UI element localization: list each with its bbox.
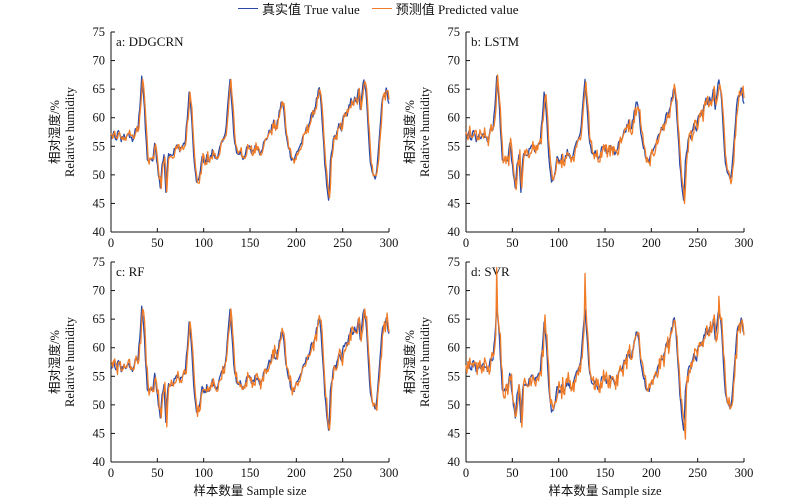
y-axis-label-cn: 相对湿度/% [402, 330, 417, 394]
y-tick-label: 75 [448, 25, 461, 39]
series-line-true [465, 305, 745, 431]
panel-title: a: DDGCRN [116, 34, 184, 49]
x-tick-label: 100 [194, 236, 213, 250]
y-tick-label: 70 [93, 54, 106, 68]
panel-title: d: SVR [471, 264, 510, 279]
y-tick-label: 65 [93, 82, 106, 96]
x-tick-label: 0 [463, 466, 469, 480]
y-tick-label: 60 [93, 111, 106, 125]
x-tick-label: 300 [380, 236, 399, 250]
x-tick-label: 250 [333, 466, 352, 480]
y-axis-label-en: Relative humidity [63, 86, 77, 177]
y-axis-label-cn: 相对湿度/% [402, 100, 417, 164]
y-tick-label: 40 [448, 455, 461, 469]
x-tick-label: 0 [108, 466, 114, 480]
x-tick-label: 150 [241, 236, 260, 250]
legend-item-true: 真实值 True value [238, 0, 360, 18]
y-axis-label-en: Relative humidity [418, 86, 432, 177]
legend-item-predicted: 预测值 Predicted value [371, 0, 519, 18]
x-tick-label: 100 [194, 466, 213, 480]
y-tick-label: 45 [93, 196, 106, 210]
y-tick-label: 55 [93, 369, 106, 383]
y-axis-label-cn: 相对湿度/% [47, 100, 62, 164]
chart-panel-2: 40 45 50 55 60 65 70 75 0 50 100 150 200 250 300 c: RF 相… [47, 255, 398, 498]
x-axis-label: 样本数量 Sample size [193, 483, 307, 498]
legend: 真实值 True value 预测值 Predicted value [238, 0, 531, 18]
y-tick-label: 45 [93, 426, 106, 440]
series-line-true [465, 75, 745, 201]
y-tick-label: 40 [448, 225, 461, 239]
x-tick-label: 200 [642, 466, 661, 480]
x-tick-label: 300 [735, 466, 754, 480]
x-tick-label: 50 [506, 236, 519, 250]
x-tick-label: 150 [596, 466, 615, 480]
x-tick-label: 50 [151, 236, 164, 250]
x-tick-label: 100 [549, 466, 568, 480]
y-tick-label: 50 [448, 398, 461, 412]
legend-label-true: 真实值 True value [262, 1, 360, 17]
x-tick-label: 300 [735, 236, 754, 250]
series-line-predicted [110, 78, 390, 199]
x-tick-label: 100 [549, 236, 568, 250]
y-tick-label: 40 [93, 455, 106, 469]
legend-swatch-predicted [371, 7, 392, 9]
y-tick-label: 55 [448, 369, 461, 383]
y-tick-label: 50 [448, 168, 461, 182]
y-tick-label: 60 [93, 341, 106, 355]
y-tick-label: 70 [448, 54, 461, 68]
y-tick-label: 65 [448, 82, 461, 96]
y-tick-label: 65 [448, 312, 461, 326]
series-line-true [110, 305, 390, 431]
y-tick-label: 65 [93, 312, 106, 326]
x-tick-label: 200 [287, 236, 306, 250]
y-axis-label-cn: 相对湿度/% [47, 330, 62, 394]
x-tick-label: 250 [688, 236, 707, 250]
x-tick-label: 50 [151, 466, 164, 480]
y-tick-label: 55 [448, 139, 461, 153]
x-tick-label: 250 [333, 236, 352, 250]
y-axis-label-en: Relative humidity [63, 316, 77, 407]
y-tick-label: 75 [93, 25, 106, 39]
y-tick-label: 75 [93, 255, 106, 269]
x-tick-label: 200 [287, 466, 306, 480]
chart-panel-1: 40 45 50 55 60 65 70 75 0 50 100 150 200 250 300 b: LST… [402, 25, 753, 250]
series-line-predicted [465, 267, 745, 440]
x-tick-label: 0 [108, 236, 114, 250]
x-tick-label: 300 [380, 466, 399, 480]
legend-label-predicted: 预测值 Predicted value [395, 1, 519, 17]
y-tick-label: 70 [448, 284, 461, 298]
x-tick-label: 250 [688, 466, 707, 480]
panel-title: b: LSTM [471, 34, 519, 49]
y-tick-label: 55 [93, 139, 106, 153]
y-tick-label: 70 [93, 284, 106, 298]
panel-title: c: RF [116, 264, 145, 279]
y-tick-label: 60 [448, 341, 461, 355]
y-tick-label: 40 [93, 225, 106, 239]
legend-swatch-true [238, 7, 258, 9]
x-tick-label: 150 [241, 466, 260, 480]
y-tick-label: 75 [448, 255, 461, 269]
y-tick-label: 45 [448, 426, 461, 440]
x-tick-label: 200 [642, 236, 661, 250]
chart-panel-0: 40 45 50 55 60 65 70 75 0 50 100 150 200 250 300 a: DDG… [47, 25, 398, 250]
y-tick-label: 50 [93, 398, 106, 412]
y-axis-label-en: Relative humidity [418, 316, 432, 407]
x-tick-label: 50 [506, 466, 519, 480]
series-line-predicted [465, 74, 745, 205]
x-tick-label: 0 [463, 236, 469, 250]
y-tick-label: 50 [93, 168, 106, 182]
series-line-true [110, 75, 390, 201]
x-tick-label: 150 [596, 236, 615, 250]
chart-panel-3: 40 45 50 55 60 65 70 75 0 50 100 150 200 250 300 d: SVR… [402, 255, 753, 498]
x-axis-label: 样本数量 Sample size [548, 483, 662, 498]
series-line-predicted [110, 308, 390, 431]
y-tick-label: 60 [448, 111, 461, 125]
y-tick-label: 45 [448, 196, 461, 210]
